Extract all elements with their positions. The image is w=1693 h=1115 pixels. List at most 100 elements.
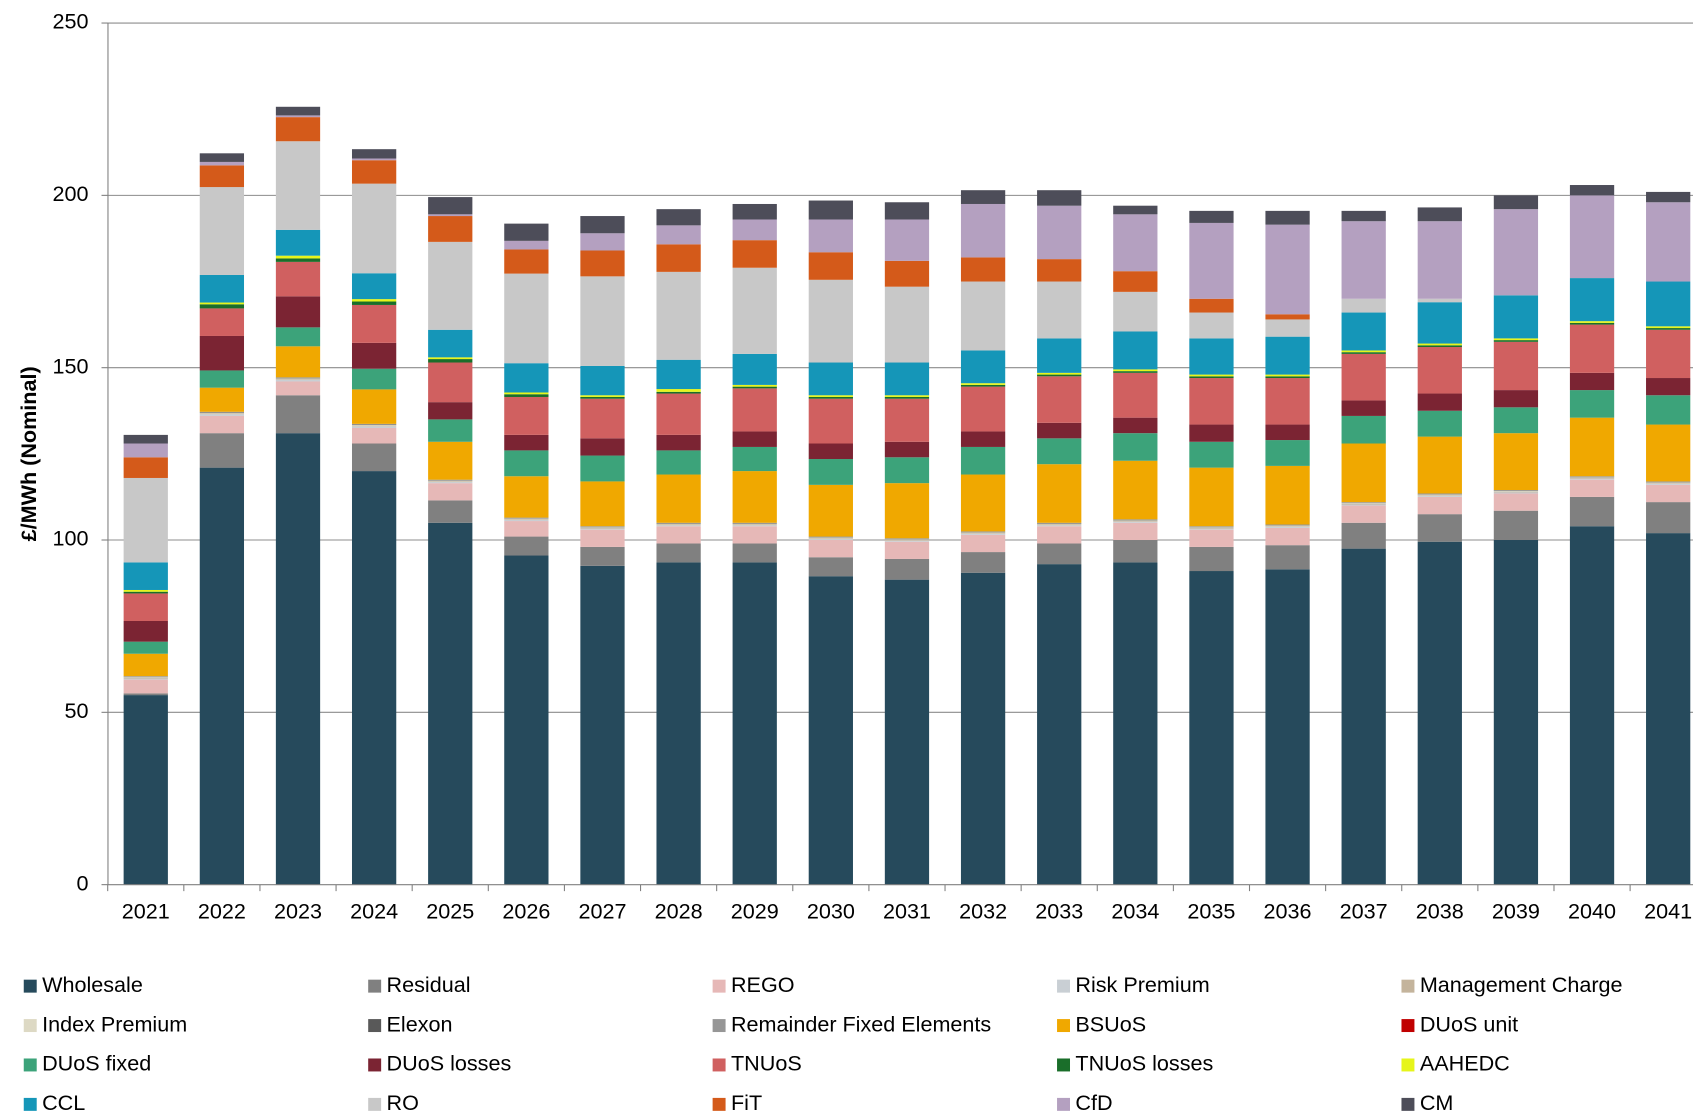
bar-segment [960, 531, 1006, 533]
bar-segment [1265, 569, 1310, 885]
bar-segment [1265, 525, 1310, 527]
bar-segment [1569, 526, 1615, 885]
bar-segment [1417, 495, 1462, 496]
bar-segment [275, 255, 321, 259]
legend-label: TNUoS losses [1075, 1051, 1213, 1076]
bar-segment [808, 398, 853, 444]
bar-segment [1417, 302, 1462, 344]
legend-swatch [23, 979, 37, 993]
bar-segment [808, 484, 853, 537]
bar-segment [656, 391, 701, 394]
bar-segment [732, 203, 777, 220]
legend-swatch [368, 1058, 382, 1072]
bar-segment [1189, 546, 1234, 572]
bar-segment [351, 183, 397, 274]
bar-segment [960, 203, 1006, 258]
bar-segment [1493, 195, 1539, 210]
bar-segment [199, 274, 245, 303]
bar-segment [428, 359, 473, 363]
bar-segment [1341, 352, 1386, 354]
bar-segment [1037, 464, 1082, 523]
bar-segment [1037, 525, 1082, 527]
bar-segment [1265, 526, 1310, 527]
bar-segment [275, 379, 321, 380]
bar-segment [1646, 484, 1691, 503]
x-tick-label: 2032 [959, 898, 1007, 923]
bar-segment [123, 678, 168, 680]
bar-segment [123, 693, 168, 696]
bar-segment [580, 276, 625, 366]
bar-segment [960, 446, 1006, 475]
bar-segment [504, 521, 549, 537]
bar-segment [504, 450, 549, 477]
bar-segment [732, 431, 777, 447]
bar-segment [656, 244, 701, 272]
bar-segment [884, 441, 930, 458]
bar-segment [960, 281, 1006, 351]
bar-segment [123, 677, 168, 678]
bar-segment [1189, 298, 1234, 313]
bar-segment [428, 362, 473, 403]
bar-segment [656, 522, 701, 524]
bar-segment [808, 538, 853, 539]
bar-segment [428, 481, 473, 483]
bar-segment [732, 353, 777, 385]
bar-segment [580, 250, 625, 277]
bar-segment [884, 396, 930, 399]
bar-segment [656, 474, 701, 523]
bar-segment [1569, 496, 1615, 527]
bar-segment [199, 165, 245, 188]
bar-segment [275, 346, 321, 378]
bar-segment [123, 677, 168, 679]
legend-label: DUoS unit [1420, 1011, 1518, 1036]
bar-segment [1189, 222, 1234, 299]
x-tick-label: 2026 [502, 898, 550, 923]
bar-segment [1113, 371, 1158, 373]
x-tick-label: 2029 [731, 898, 779, 923]
legend-swatch [712, 1058, 726, 1072]
bar-segment [1189, 528, 1234, 530]
bar-segment [884, 260, 930, 287]
bar-segment [960, 533, 1006, 535]
legend-label: DUoS fixed [42, 1051, 151, 1076]
bar-segment [504, 434, 549, 451]
bar-segment [199, 411, 245, 413]
bar-segment [960, 534, 1006, 553]
bar-segment [351, 424, 397, 426]
bar-segment [123, 676, 168, 677]
bar-segment [1037, 524, 1082, 526]
bar-segment [808, 576, 853, 885]
bar-segment [1037, 522, 1082, 524]
bar-segment [199, 308, 245, 336]
legend-swatch [1401, 979, 1415, 993]
bar-segment [123, 589, 168, 592]
bar-segment [1646, 202, 1691, 282]
bar-segment [580, 398, 625, 439]
bar-segment [808, 540, 853, 558]
bar-segment [199, 335, 245, 371]
bar-segment [1646, 329, 1691, 379]
bar-segment [732, 562, 777, 885]
bar-segment [580, 527, 625, 528]
bar-segment [656, 450, 701, 475]
bar-segment [199, 415, 245, 434]
bar-segment [275, 327, 321, 347]
bar-segment [656, 434, 701, 451]
bar-segment [1189, 424, 1234, 442]
bar-segment [351, 389, 397, 424]
x-tick-label: 2039 [1492, 898, 1540, 923]
bar-segment [1189, 529, 1234, 547]
bar-segment [1493, 433, 1539, 491]
bar-segment [1646, 483, 1691, 484]
legend-swatch [1057, 1097, 1071, 1111]
bar-segment [199, 370, 245, 388]
bar-segment [732, 526, 777, 544]
x-tick-label: 2034 [1111, 898, 1159, 923]
x-tick-label: 2040 [1568, 898, 1616, 923]
bar-segment [808, 279, 853, 363]
bar-segment [732, 525, 777, 527]
bar-segment [199, 413, 245, 415]
bar-segment [732, 446, 777, 472]
bar-segment [884, 286, 930, 363]
bar-segment [656, 271, 701, 360]
